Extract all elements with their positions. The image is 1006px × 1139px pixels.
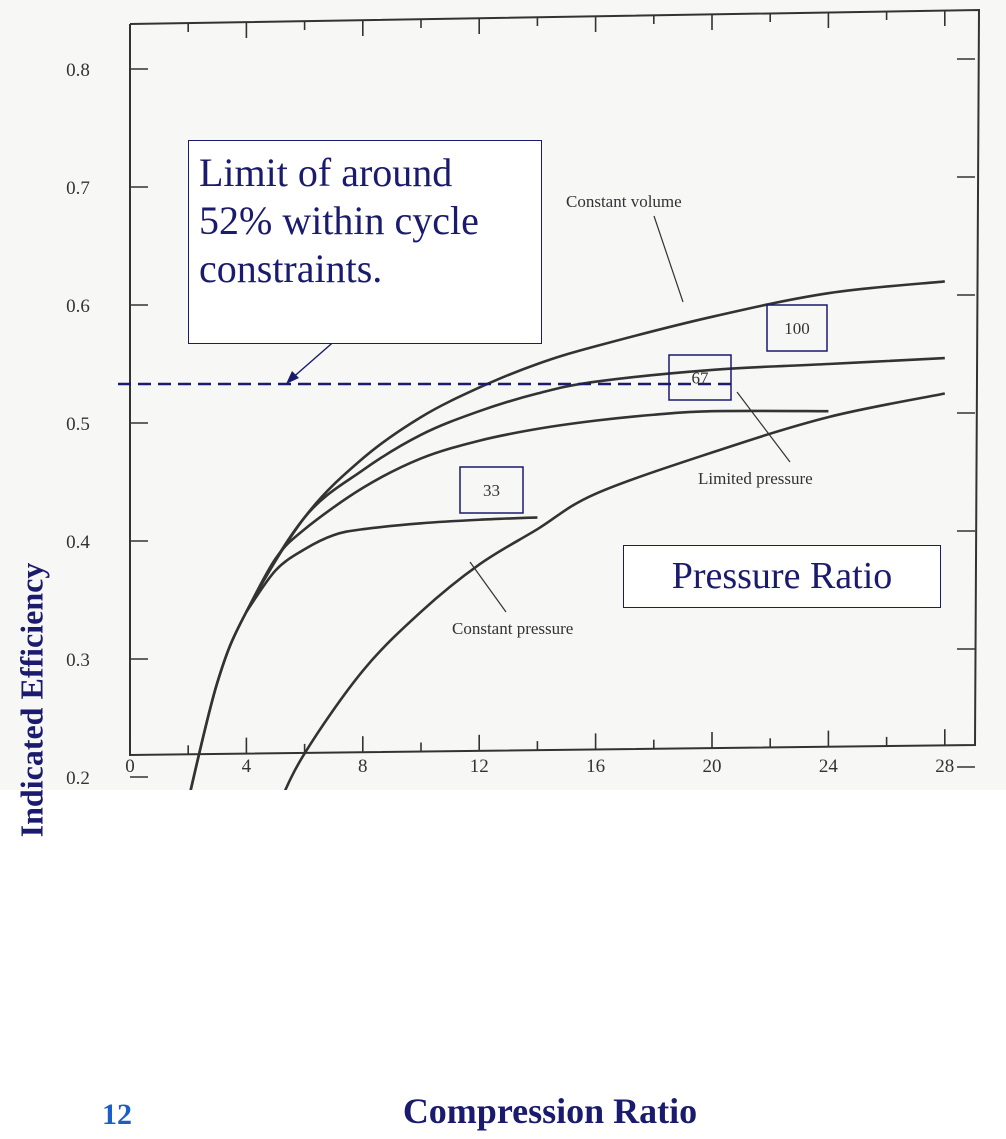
pressure-ratio-100-label: 100 — [784, 319, 810, 338]
pressure-ratio-100-box — [766, 304, 828, 352]
x-tick-label: 16 — [586, 756, 605, 777]
curve-100 — [189, 356, 945, 790]
x-tick-label: 28 — [935, 756, 954, 777]
pressure-ratio-67-box — [668, 354, 732, 401]
x-tick-label: 24 — [819, 756, 839, 777]
pressure-ratio-67-label: 67 — [692, 369, 710, 388]
y-tick-label: 0.7 — [66, 178, 90, 199]
plot-frame — [129, 8, 981, 757]
curve-67 — [245, 409, 829, 613]
y-tick-label: 0.3 — [66, 650, 90, 671]
x-axis-label: Compression Ratio — [402, 1091, 698, 1131]
pressure-ratio-33-label: 33 — [483, 481, 500, 500]
slide-number: 12 — [102, 1098, 132, 1131]
y-tick-label: 0.8 — [66, 60, 90, 81]
limited-pressure-label: Limited pressure — [698, 469, 813, 488]
limit-arrowhead — [286, 371, 299, 384]
x-tick-label: 4 — [242, 756, 252, 777]
constant-pressure-leader — [469, 561, 507, 613]
pressure-ratio-label: Pressure Ratio — [671, 555, 893, 597]
limited-pressure-leader — [736, 391, 791, 463]
curve-33 — [245, 516, 538, 613]
constant-volume-label: Constant volume — [566, 192, 682, 211]
y-tick-label: 0.5 — [66, 414, 90, 435]
scanned-chart-background — [0, 0, 1006, 790]
y-tick-label: 0.4 — [66, 532, 90, 553]
constant-volume-leader — [653, 215, 684, 303]
limit-arrow — [289, 337, 339, 381]
y-axis-label: Indicated Efficiency — [13, 562, 50, 838]
pressure-ratio-callout: Pressure Ratio — [623, 545, 941, 608]
x-tick-label: 20 — [703, 756, 722, 777]
curve-constant-volume — [189, 280, 945, 790]
x-tick-label: 12 — [470, 756, 489, 777]
x-tick-label: 0 — [125, 756, 135, 777]
limit-callout-text: Limit of around 52% within cycle constra… — [199, 150, 479, 291]
x-tick-label: 8 — [358, 756, 368, 777]
limit-callout: Limit of around 52% within cycle constra… — [188, 140, 542, 344]
y-tick-label: 0.2 — [66, 768, 90, 789]
pressure-ratio-33-box — [459, 466, 524, 514]
constant-pressure-label: Constant pressure — [452, 619, 573, 638]
y-tick-label: 0.6 — [66, 296, 90, 317]
